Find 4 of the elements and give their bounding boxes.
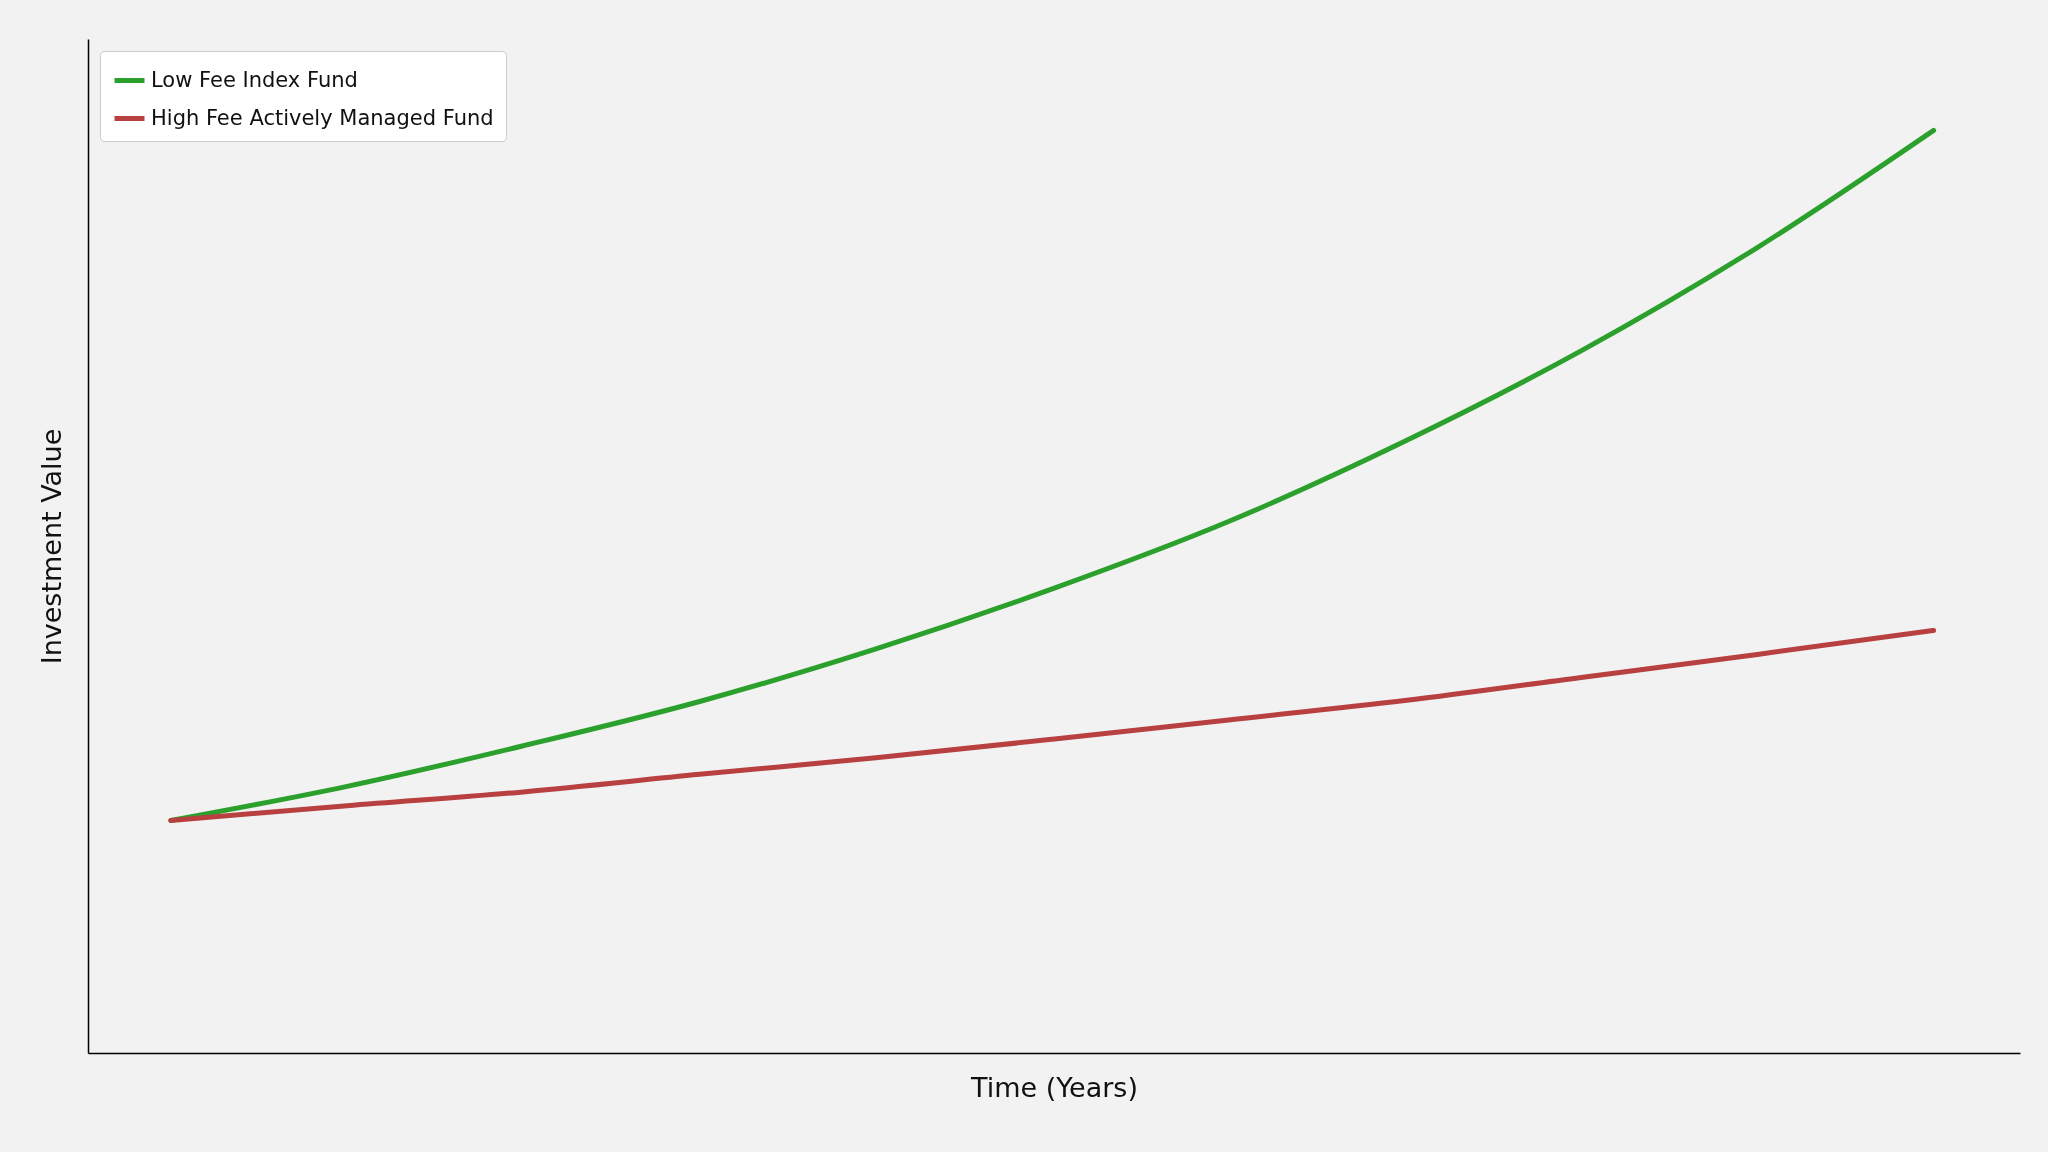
x-axis-title: Time (Years) — [970, 1071, 1138, 1103]
y-axis-title: Investment Value — [35, 428, 67, 665]
legend-label: High Fee Actively Managed Fund — [151, 105, 494, 130]
legend-label: Low Fee Index Fund — [151, 67, 358, 92]
